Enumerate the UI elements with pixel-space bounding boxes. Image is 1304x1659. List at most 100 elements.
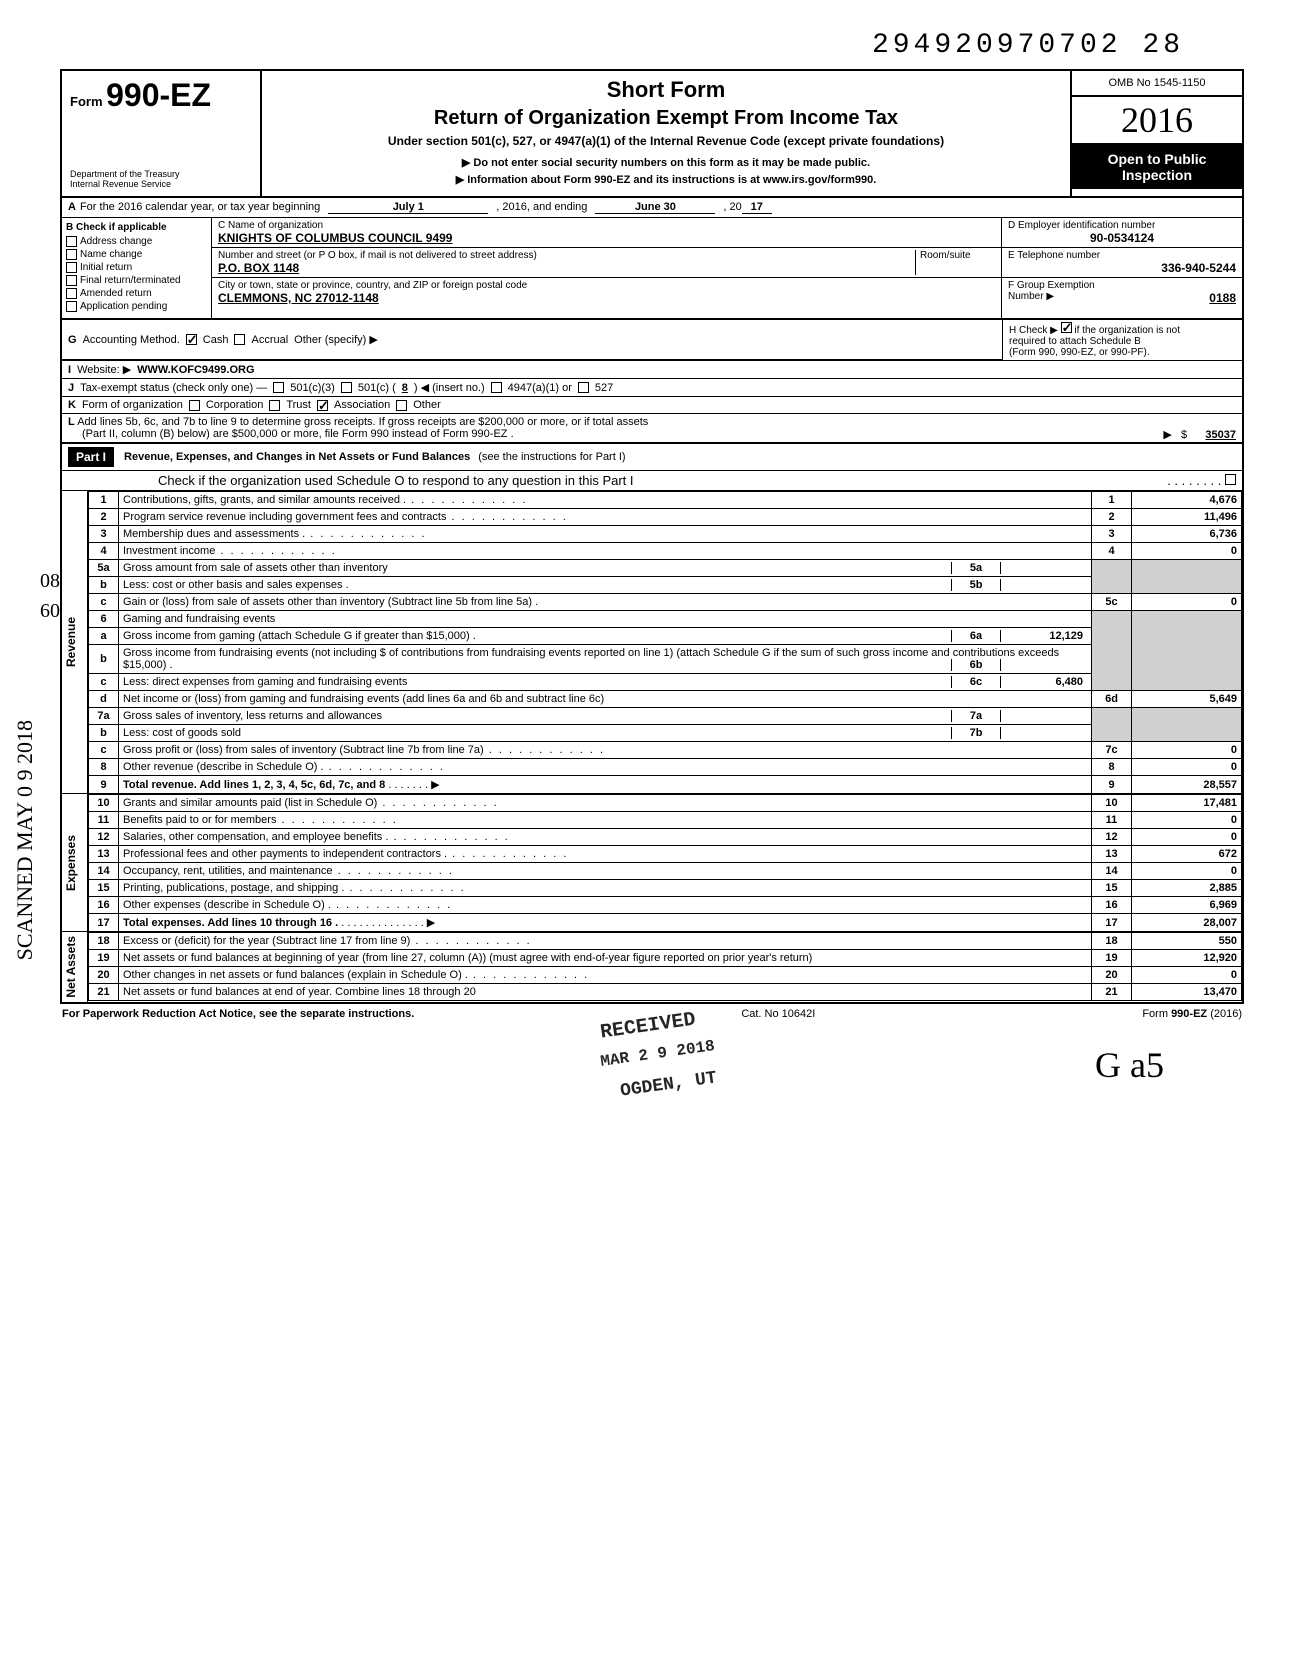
org-name[interactable]: KNIGHTS OF COLUMBUS COUNCIL 9499 — [218, 231, 995, 245]
l21-num: 21 — [89, 984, 119, 1001]
side-revenue: Revenue — [62, 491, 88, 794]
chk-corporation[interactable] — [189, 400, 200, 411]
l7ab-shade-amt — [1132, 708, 1242, 742]
phone[interactable]: 336-940-5244 — [1008, 261, 1236, 275]
chk-amended-return[interactable] — [66, 288, 77, 299]
text-website: Website: ▶ — [77, 363, 131, 376]
chk-trust[interactable] — [269, 400, 280, 411]
h-text1: H Check ▶ — [1009, 325, 1058, 336]
l5c-desc: Gain or (loss) from sale of assets other… — [119, 594, 1092, 611]
l2-desc: Program service revenue including govern… — [119, 509, 1092, 526]
l14-num: 14 — [89, 863, 119, 880]
lbl-name-change: Name change — [80, 249, 142, 260]
l6-num: 6 — [89, 611, 119, 628]
l12-box: 12 — [1092, 829, 1132, 846]
label-city: City or town, state or province, country… — [218, 280, 995, 291]
form-title: Return of Organization Exempt From Incom… — [272, 107, 1060, 130]
line-6c: c Less: direct expenses from gaming and f… — [89, 674, 1242, 691]
lbl-trust: Trust — [286, 399, 311, 411]
label-room: Room/suite — [920, 250, 995, 261]
l4-num: 4 — [89, 543, 119, 560]
l7a-num: 7a — [89, 708, 119, 725]
footer-right: Form 990-EZ (2016) — [1142, 1008, 1242, 1020]
line-19: 19Net assets or fund balances at beginni… — [89, 950, 1242, 967]
label-d-ein: D Employer identification number — [1008, 220, 1236, 231]
chk-address-change[interactable] — [66, 236, 77, 247]
chk-association[interactable] — [317, 400, 328, 411]
begin-date[interactable]: July 1 — [328, 201, 488, 214]
chk-527[interactable] — [578, 382, 589, 393]
org-city[interactable]: CLEMMONS, NC 27012-1148 — [218, 291, 995, 305]
chk-schedule-b[interactable] — [1061, 322, 1072, 333]
lbl-final-return: Final return/terminated — [80, 275, 181, 286]
l16-desc: Other expenses (describe in Schedule O) … — [119, 897, 1092, 914]
l6c-iamt: 6,480 — [1001, 676, 1091, 688]
line-11: 11Benefits paid to or for members110 — [89, 812, 1242, 829]
l9-amt: 28,557 — [1132, 776, 1242, 794]
l6c-num: c — [89, 674, 119, 691]
chk-501c3[interactable] — [273, 382, 284, 393]
chk-accrual[interactable] — [234, 334, 245, 345]
l19-desc: Net assets or fund balances at beginning… — [119, 950, 1092, 967]
chk-other-org[interactable] — [396, 400, 407, 411]
501c-number[interactable]: 8 — [402, 382, 408, 394]
l5a-num: 5a — [89, 560, 119, 577]
l2-box: 2 — [1092, 509, 1132, 526]
form-subtitle: Under section 501(c), 527, or 4947(a)(1)… — [272, 134, 1060, 148]
expenses-table: 10Grants and similar amounts paid (list … — [88, 794, 1242, 932]
end-date[interactable]: June 30 — [595, 201, 715, 214]
org-address[interactable]: P.O. BOX 1148 — [218, 261, 915, 275]
chk-4947[interactable] — [491, 382, 502, 393]
l5ab-shade — [1092, 560, 1132, 594]
footer-form-number: 990-EZ — [1171, 1008, 1207, 1020]
lbl-501c-close: ) ◀ (insert no.) — [414, 381, 485, 394]
l16-amt: 6,969 — [1132, 897, 1242, 914]
line-13: 13Professional fees and other payments t… — [89, 846, 1242, 863]
chk-name-change[interactable] — [66, 249, 77, 260]
l14-box: 14 — [1092, 863, 1132, 880]
text-tax-status: Tax-exempt status (check only one) — — [80, 382, 267, 394]
chk-application-pending[interactable] — [66, 301, 77, 312]
l5b-desc: Less: cost or other basis and sales expe… — [123, 579, 349, 591]
line-15: 15Printing, publications, postage, and s… — [89, 880, 1242, 897]
l1-box: 1 — [1092, 492, 1132, 509]
l-text2: (Part II, column (B) below) are $500,000… — [82, 428, 514, 440]
h-text4: (Form 990, 990-EZ, or 990-PF). — [1009, 347, 1150, 358]
l13-box: 13 — [1092, 846, 1132, 863]
website-value[interactable]: WWW.KOFC9499.ORG — [137, 364, 254, 376]
ein[interactable]: 90-0534124 — [1008, 231, 1236, 245]
l17-desc: Total expenses. Add lines 10 through 16 … — [123, 917, 338, 929]
line-9: 9Total revenue. Add lines 1, 2, 3, 4, 5c… — [89, 776, 1242, 794]
l6b-ibox: 6b — [951, 659, 1001, 671]
l3-num: 3 — [89, 526, 119, 543]
l5a-ibox: 5a — [951, 562, 1001, 574]
l7a-ibox: 7a — [951, 710, 1001, 722]
chk-initial-return[interactable] — [66, 262, 77, 273]
chk-cash[interactable] — [186, 334, 197, 345]
line-1: 1Contributions, gifts, grants, and simil… — [89, 492, 1242, 509]
l6d-amt: 5,649 — [1132, 691, 1242, 708]
rows-g-to-l: G Accounting Method. Cash Accrual Other … — [62, 320, 1242, 444]
row-a-text3: , 20 — [723, 201, 741, 214]
chk-final-return[interactable] — [66, 275, 77, 286]
part-i-check-text: Check if the organization used Schedule … — [158, 473, 634, 488]
end-year[interactable]: 17 — [742, 201, 772, 214]
lbl-accrual: Accrual — [251, 334, 288, 346]
l12-amt: 0 — [1132, 829, 1242, 846]
line-2: 2Program service revenue including gover… — [89, 509, 1242, 526]
h-text2: if the organization is not — [1074, 325, 1180, 336]
net-assets-table: 18Excess or (deficit) for the year (Subt… — [88, 932, 1242, 1001]
l11-box: 11 — [1092, 812, 1132, 829]
group-exemption[interactable]: 0188 — [1209, 291, 1236, 305]
lbl-initial-return: Initial return — [80, 262, 132, 273]
chk-501c[interactable] — [341, 382, 352, 393]
side-revenue-label: Revenue — [62, 491, 80, 793]
chk-schedule-o[interactable] — [1225, 474, 1236, 485]
l2-amt: 11,496 — [1132, 509, 1242, 526]
l6c-desc: Less: direct expenses from gaming and fu… — [123, 676, 407, 688]
line-5b: bLess: cost or other basis and sales exp… — [89, 577, 1242, 594]
footer: For Paperwork Reduction Act Notice, see … — [60, 1004, 1244, 1024]
margin-note-1: 08 — [40, 570, 60, 593]
label-l: L — [68, 416, 75, 428]
info-grid: B Check if applicable Address change Nam… — [62, 218, 1242, 320]
